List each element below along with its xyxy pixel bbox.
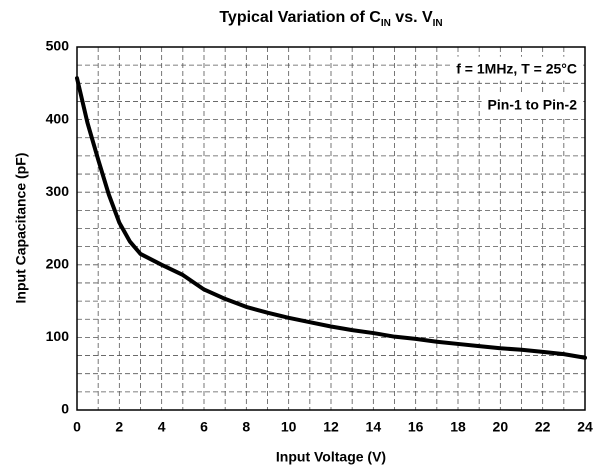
x-tick-label: 20 (493, 419, 509, 435)
x-tick-label: 6 (200, 419, 208, 435)
title-subscript: IN (433, 18, 443, 29)
y-tick-label: 400 (46, 110, 70, 126)
x-tick-label: 2 (115, 419, 123, 435)
data-line (75, 76, 587, 360)
y-tick-label: 500 (46, 38, 70, 54)
y-tick-label: 100 (46, 328, 70, 344)
annotation-text: f = 1MHz, T = 25°C (456, 61, 577, 77)
x-tick-label: 8 (242, 419, 250, 435)
x-tick-label: 16 (408, 419, 424, 435)
x-tick-label: 18 (450, 419, 466, 435)
x-tick-label: 12 (323, 419, 339, 435)
y-tick-label: 300 (46, 183, 70, 199)
chart-title: Typical Variation of CIN vs. VIN (219, 9, 442, 28)
title-text: Typical Variation of C (219, 9, 381, 26)
annotation-box (450, 56, 583, 81)
title-text: vs. V (391, 9, 433, 26)
annotation: f = 1MHz, T = 25°C (450, 56, 583, 81)
x-axis-label: Input Voltage (V) (276, 449, 386, 465)
x-tick-label: 24 (577, 419, 593, 435)
x-tick-label: 22 (535, 419, 551, 435)
x-tick-label: 10 (281, 419, 297, 435)
annotation-box (481, 92, 584, 117)
y-tick-label: 200 (46, 256, 70, 272)
x-tick-label: 4 (158, 419, 166, 435)
x-tick-label: 14 (366, 419, 382, 435)
plot-frame (76, 46, 586, 411)
annotation: Pin-1 to Pin-2 (481, 92, 584, 117)
x-tick-label: 0 (73, 419, 81, 435)
y-tick-label: 0 (61, 401, 69, 417)
title-subscript: IN (381, 18, 391, 29)
annotation-text: Pin-1 to Pin-2 (488, 97, 578, 113)
y-axis-label: Input Capacitance (pF) (13, 153, 29, 304)
